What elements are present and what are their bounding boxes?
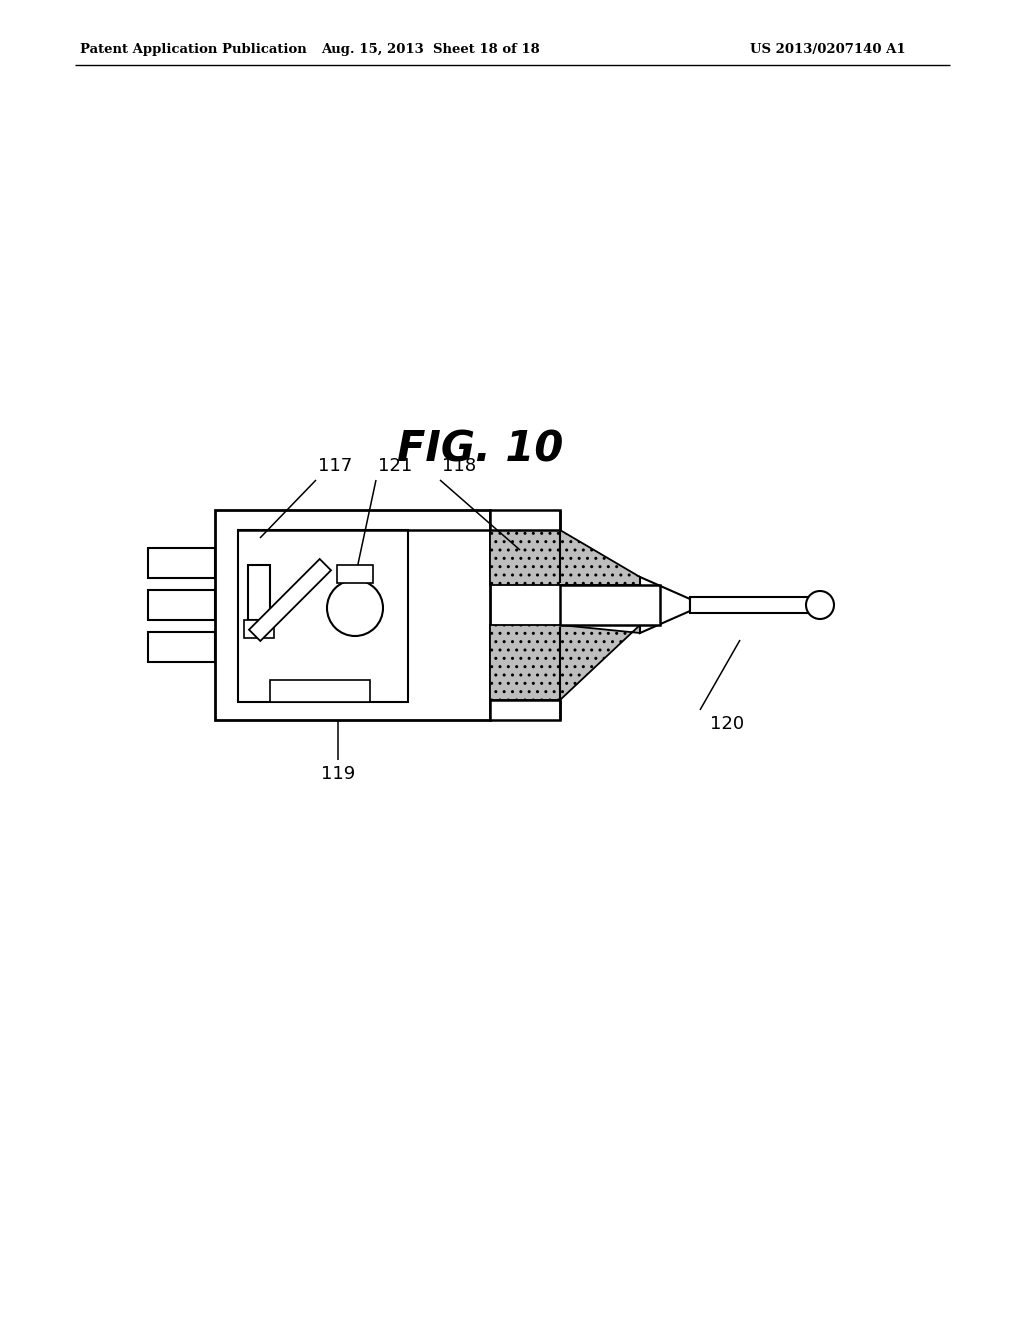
Text: FIG. 10: FIG. 10 <box>397 429 563 471</box>
Text: 119: 119 <box>321 766 355 783</box>
Bar <box>244 620 274 638</box>
Bar <box>270 680 370 702</box>
Circle shape <box>327 579 383 636</box>
Polygon shape <box>490 624 640 700</box>
Text: Patent Application Publication: Patent Application Publication <box>80 44 307 57</box>
Bar <box>148 590 215 620</box>
Bar <box>148 548 215 578</box>
Bar <box>490 510 560 531</box>
Text: Aug. 15, 2013  Sheet 18 of 18: Aug. 15, 2013 Sheet 18 of 18 <box>321 44 540 57</box>
Polygon shape <box>249 558 331 642</box>
Bar <box>490 700 560 719</box>
Text: US 2013/0207140 A1: US 2013/0207140 A1 <box>750 44 905 57</box>
Text: 117: 117 <box>318 457 352 475</box>
Bar <box>248 565 270 620</box>
Bar <box>238 531 408 702</box>
Text: 118: 118 <box>442 457 476 475</box>
Bar <box>690 597 820 612</box>
Polygon shape <box>490 531 640 585</box>
Text: 121: 121 <box>378 457 413 475</box>
Bar <box>148 632 215 663</box>
Circle shape <box>806 591 834 619</box>
Polygon shape <box>640 577 690 634</box>
Bar <box>215 510 490 719</box>
Bar <box>337 565 373 583</box>
Bar <box>560 585 660 624</box>
Text: 120: 120 <box>710 715 744 733</box>
